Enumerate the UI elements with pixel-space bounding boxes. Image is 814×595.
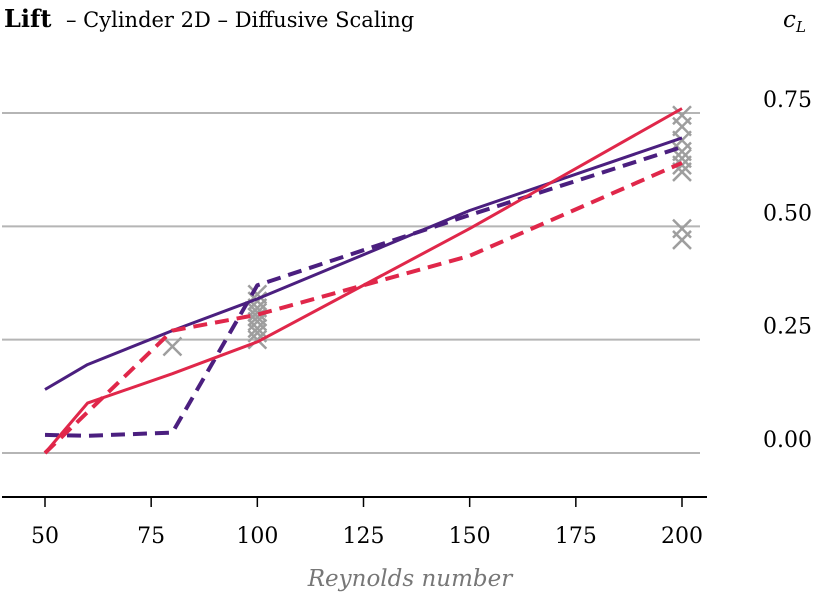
gridlines: [2, 112, 700, 454]
reference-marker: [247, 302, 268, 323]
x-tick-label: 200: [661, 524, 703, 549]
x-tick-label: 50: [31, 524, 59, 549]
series-line-3: [43, 107, 683, 454]
y-axis-label-subscript: L: [795, 18, 806, 36]
x-tick-label: 125: [343, 524, 385, 549]
x-tick-label: 100: [236, 524, 278, 549]
series-line-1: [44, 136, 683, 391]
series-lines: [43, 107, 683, 455]
series-line-2: [44, 145, 683, 438]
x-tick-label: 150: [449, 524, 491, 549]
reference-marker: [162, 336, 183, 357]
y-tick-label: 0.25: [763, 315, 812, 340]
reference-marker: [672, 230, 692, 250]
x-tick-label: 175: [555, 524, 597, 549]
y-tick-label: 0.00: [763, 428, 812, 453]
chart-title: Lift: [4, 4, 51, 33]
y-tick-label: 0.75: [763, 88, 812, 113]
x-tick-label: 75: [137, 524, 165, 549]
reference-markers: [162, 105, 692, 357]
tick-labels: 0.00 0.25 0.50 0.75 50 75 100 125 150 175 200: [31, 88, 812, 549]
y-axis-label: c: [783, 7, 796, 33]
series-line-4: [43, 161, 683, 455]
y-tick-label: 0.50: [763, 201, 812, 226]
reference-marker: [672, 155, 692, 176]
chart-subtitle: – Cylinder 2D – Diffusive Scaling: [66, 8, 414, 32]
x-axis-label: Reynolds number: [307, 566, 515, 592]
